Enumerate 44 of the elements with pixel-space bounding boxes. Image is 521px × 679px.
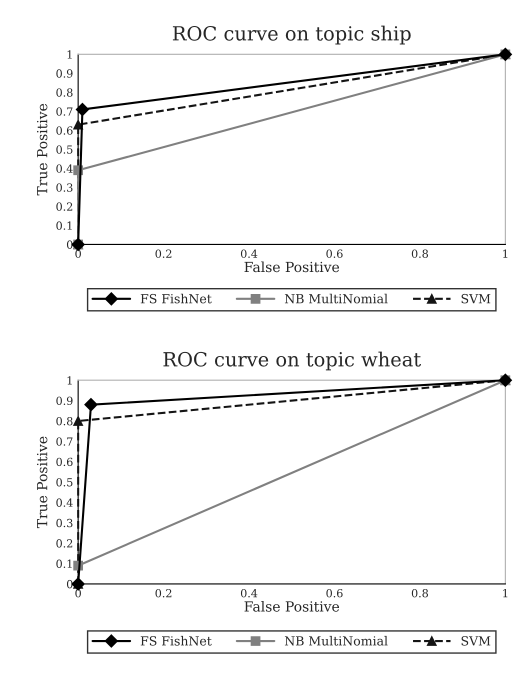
y-tick-label: 0.3 (56, 183, 72, 192)
y-tick-label: 0.5 (56, 145, 72, 154)
legend-label: NB MultiNomial (284, 636, 388, 646)
y-tick-label: 0.4 (56, 498, 73, 507)
legend-label: FS FishNet (140, 294, 212, 304)
y-tick-label: 0 (66, 580, 73, 588)
y-tick-label: 0.6 (56, 126, 73, 135)
y-tick-label: 0.9 (56, 396, 73, 405)
y-tick-label: 1 (68, 50, 72, 59)
x-tick-label: 0.4 (240, 588, 258, 598)
legend-label: SVM (462, 294, 490, 304)
legend-label: NB MultiNomial (284, 294, 388, 304)
x-tick-label: 0.4 (240, 249, 258, 258)
x-axis-title: False Positive (244, 600, 340, 612)
x-tick-label: 0.8 (412, 249, 428, 258)
chart-title: ROC curve on topic wheat (163, 352, 421, 370)
y-tick-label: 0.7 (56, 107, 72, 116)
y-tick-label: 0.1 (56, 560, 72, 568)
x-tick-label: 1 (503, 588, 508, 598)
y-axis-title: True Positive (36, 436, 48, 528)
x-tick-label: 0.6 (326, 588, 343, 598)
legend-label: SVM (462, 636, 490, 646)
y-tick-label: 0.9 (56, 69, 73, 78)
y-tick-label: 0.8 (56, 88, 73, 97)
y-tick-label: 0.5 (56, 478, 72, 486)
x-tick-label: 0.2 (155, 588, 172, 598)
y-tick-label: 0 (66, 240, 73, 249)
y-tick-label: 1 (68, 376, 72, 384)
x-axis-title: False Positive (244, 261, 340, 272)
y-tick-label: 0.4 (56, 164, 73, 173)
y-tick-label: 0.2 (56, 202, 72, 211)
y-tick-label: 0.6 (56, 458, 73, 466)
legend-label: FS FishNet (140, 636, 212, 646)
y-axis-title: True Positive (36, 104, 48, 196)
y-tick-label: 0.2 (56, 539, 72, 548)
y-tick-label: 0.1 (56, 221, 72, 230)
y-tick-label: 0.3 (56, 518, 72, 528)
x-tick-label: 0.8 (412, 588, 428, 598)
x-tick-label: 1 (503, 249, 508, 258)
x-tick-label: 0.2 (155, 249, 172, 258)
x-tick-label: 0.6 (326, 249, 343, 258)
y-tick-label: 0.8 (56, 416, 73, 426)
y-tick-label: 0.7 (56, 437, 72, 446)
chart-title: ROC curve on topic ship (172, 26, 411, 44)
